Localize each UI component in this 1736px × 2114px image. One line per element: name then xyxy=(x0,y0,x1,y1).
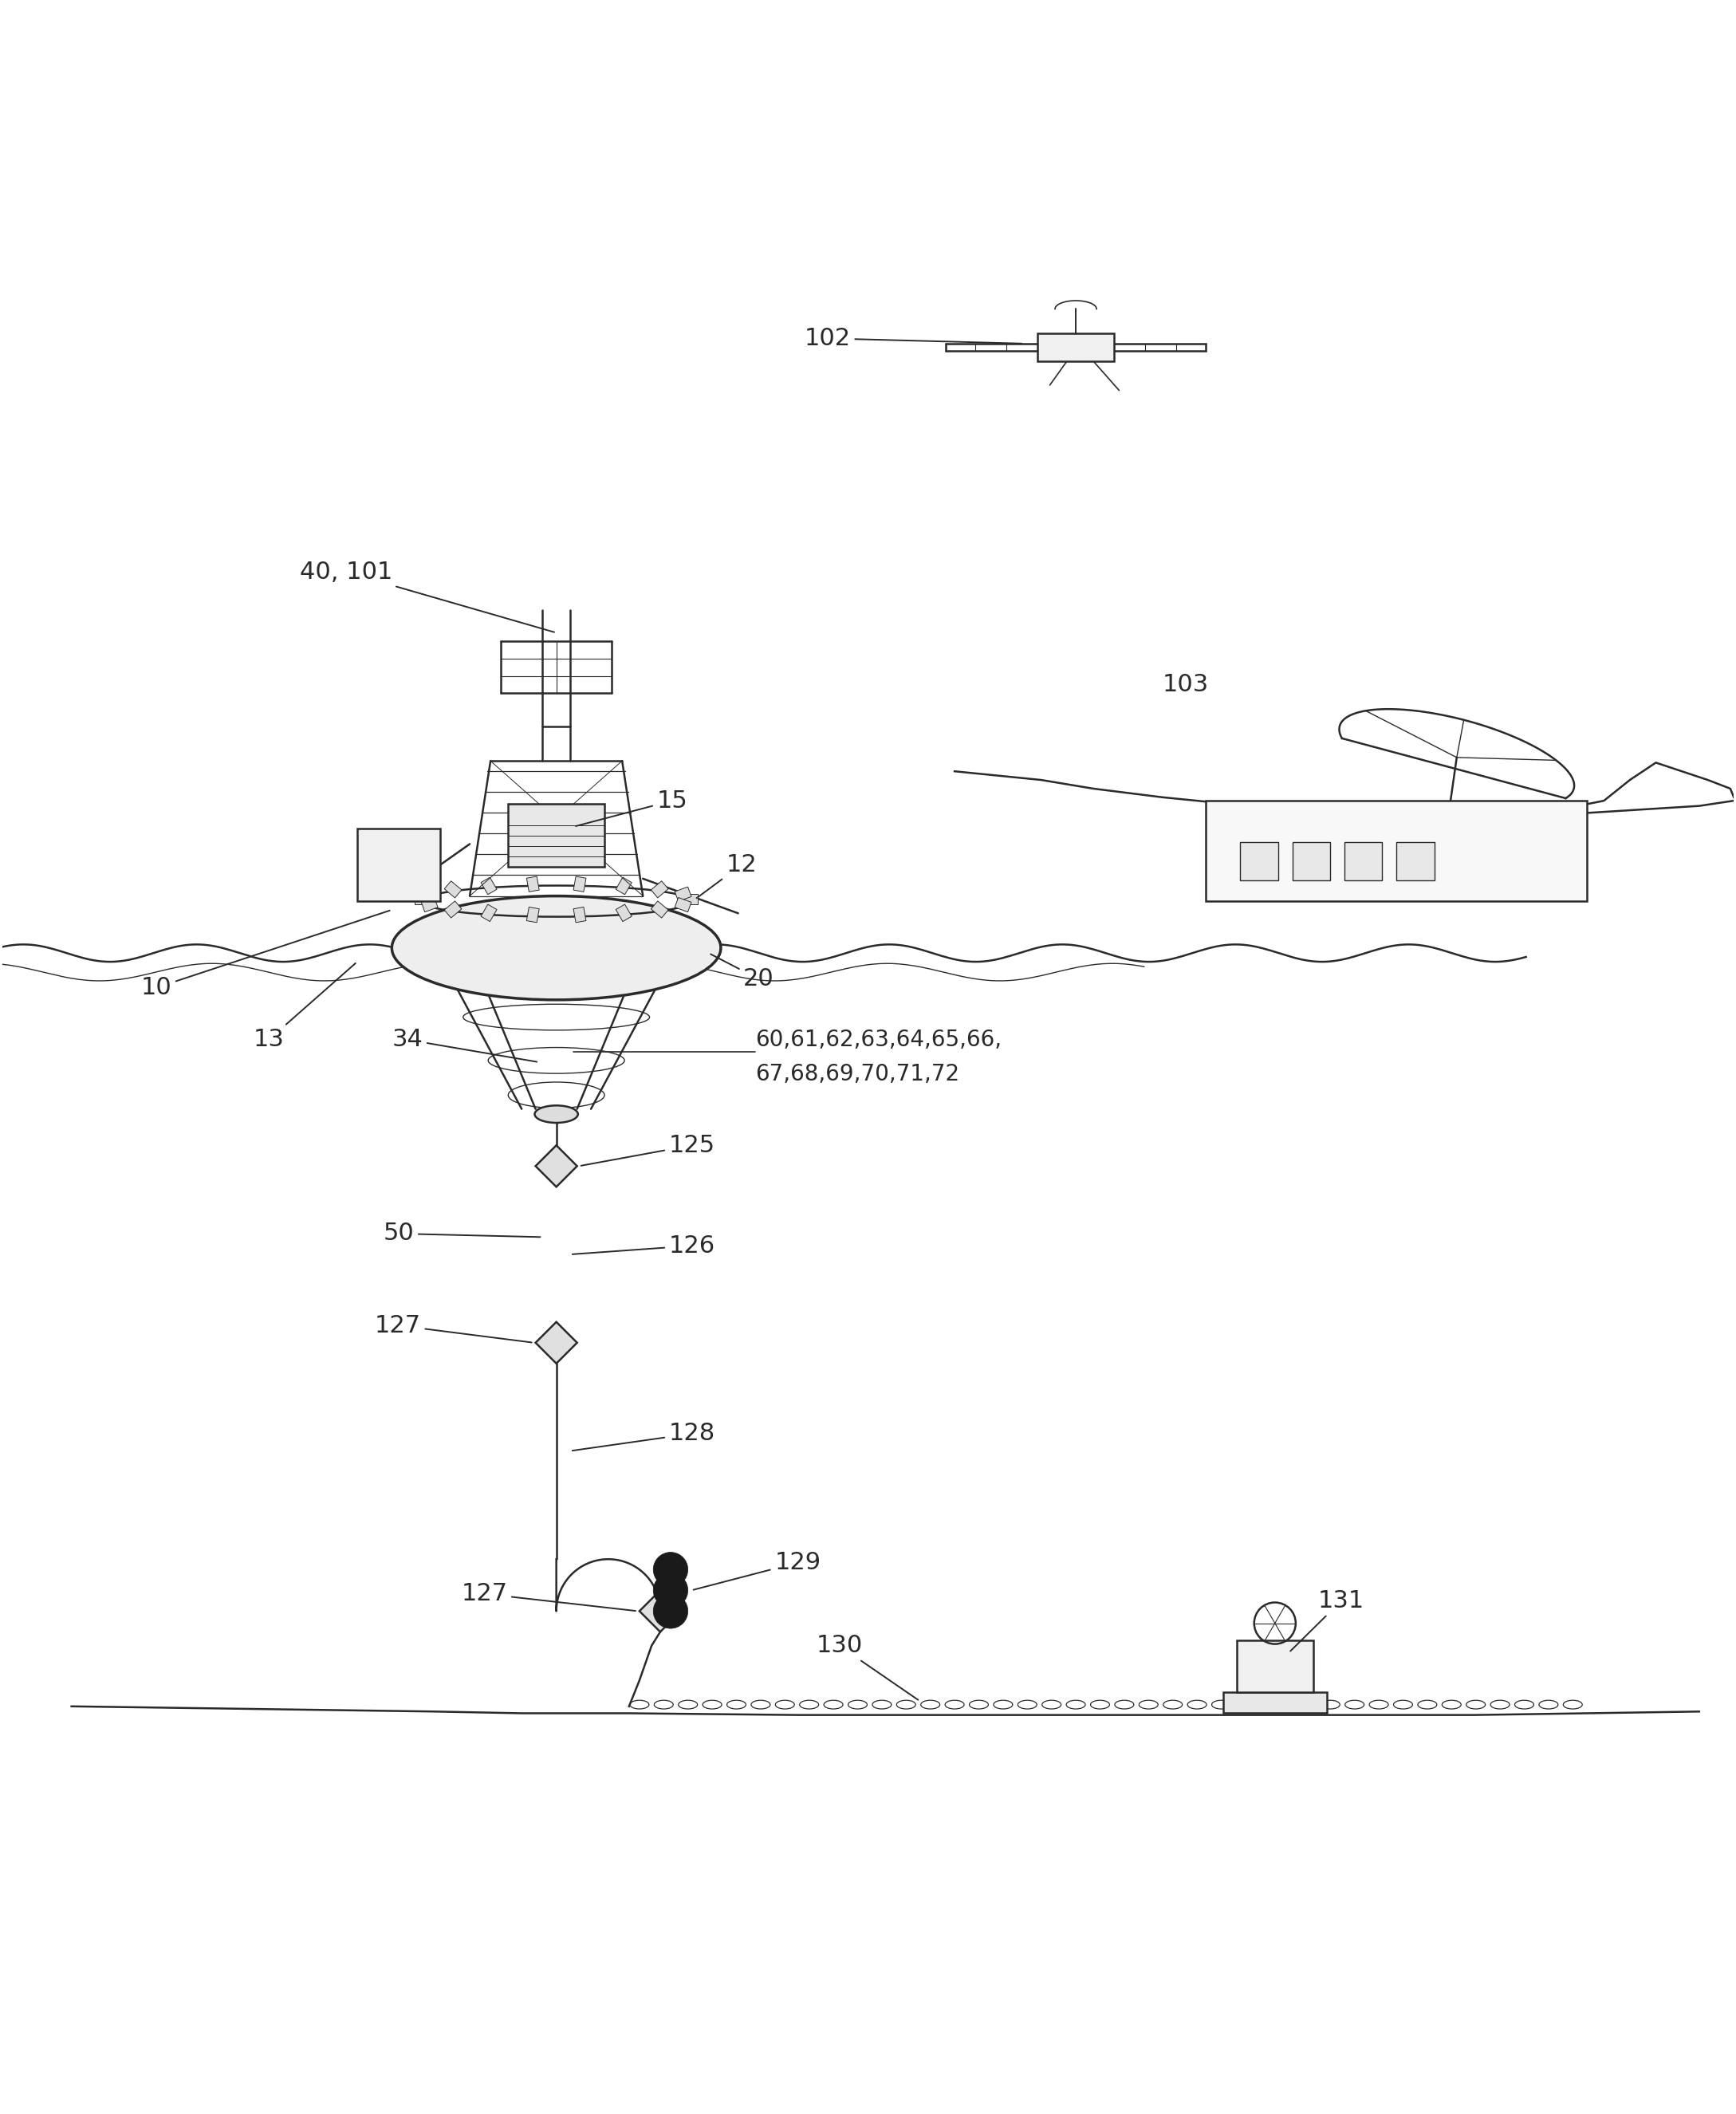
Bar xyxy=(1207,801,1587,901)
Bar xyxy=(422,898,437,911)
Polygon shape xyxy=(535,1321,576,1364)
Bar xyxy=(1236,1640,1312,1693)
Circle shape xyxy=(653,1594,687,1628)
Text: 40, 101: 40, 101 xyxy=(300,560,554,632)
Text: 131: 131 xyxy=(1290,1590,1364,1651)
Text: 12: 12 xyxy=(696,854,757,898)
Text: 127: 127 xyxy=(375,1313,531,1342)
Bar xyxy=(1222,1693,1326,1712)
Bar xyxy=(651,882,668,898)
Text: 60,61,62,63,64,65,66,: 60,61,62,63,64,65,66, xyxy=(755,1030,1002,1051)
Polygon shape xyxy=(639,1590,681,1632)
Text: 130: 130 xyxy=(816,1634,918,1700)
Bar xyxy=(526,877,540,892)
Bar xyxy=(573,877,587,892)
Bar xyxy=(573,907,587,922)
Text: 20: 20 xyxy=(710,953,774,991)
Text: 34: 34 xyxy=(392,1027,536,1061)
Bar xyxy=(675,888,691,901)
Bar xyxy=(1344,841,1382,879)
Circle shape xyxy=(653,1573,687,1607)
Text: 10: 10 xyxy=(141,911,389,1000)
Bar xyxy=(481,877,496,894)
Bar xyxy=(444,882,462,898)
Text: 128: 128 xyxy=(573,1423,715,1450)
Bar xyxy=(684,894,698,905)
Bar xyxy=(1396,841,1434,879)
Bar xyxy=(675,898,691,911)
Ellipse shape xyxy=(392,896,720,1000)
Bar xyxy=(526,907,540,922)
Polygon shape xyxy=(1038,334,1115,361)
Polygon shape xyxy=(535,1146,576,1186)
Bar xyxy=(509,803,604,867)
Bar xyxy=(1292,841,1330,879)
Bar xyxy=(616,877,632,894)
Ellipse shape xyxy=(535,1106,578,1123)
Text: 125: 125 xyxy=(582,1133,715,1165)
Text: 127: 127 xyxy=(462,1581,635,1611)
Bar xyxy=(358,829,441,901)
Bar xyxy=(422,888,437,901)
Bar xyxy=(651,901,668,917)
Text: 103: 103 xyxy=(1163,672,1208,696)
Text: 67,68,69,70,71,72: 67,68,69,70,71,72 xyxy=(755,1063,960,1084)
Text: 102: 102 xyxy=(804,328,1021,351)
Text: 50: 50 xyxy=(384,1222,540,1245)
Text: 129: 129 xyxy=(693,1552,821,1590)
Text: 15: 15 xyxy=(576,789,687,827)
Text: 126: 126 xyxy=(573,1235,715,1258)
Circle shape xyxy=(653,1552,687,1588)
Bar xyxy=(616,905,632,922)
Bar xyxy=(481,905,496,922)
Text: 13: 13 xyxy=(253,964,356,1051)
Bar xyxy=(415,894,429,905)
Bar xyxy=(1240,841,1278,879)
Bar xyxy=(444,901,462,917)
